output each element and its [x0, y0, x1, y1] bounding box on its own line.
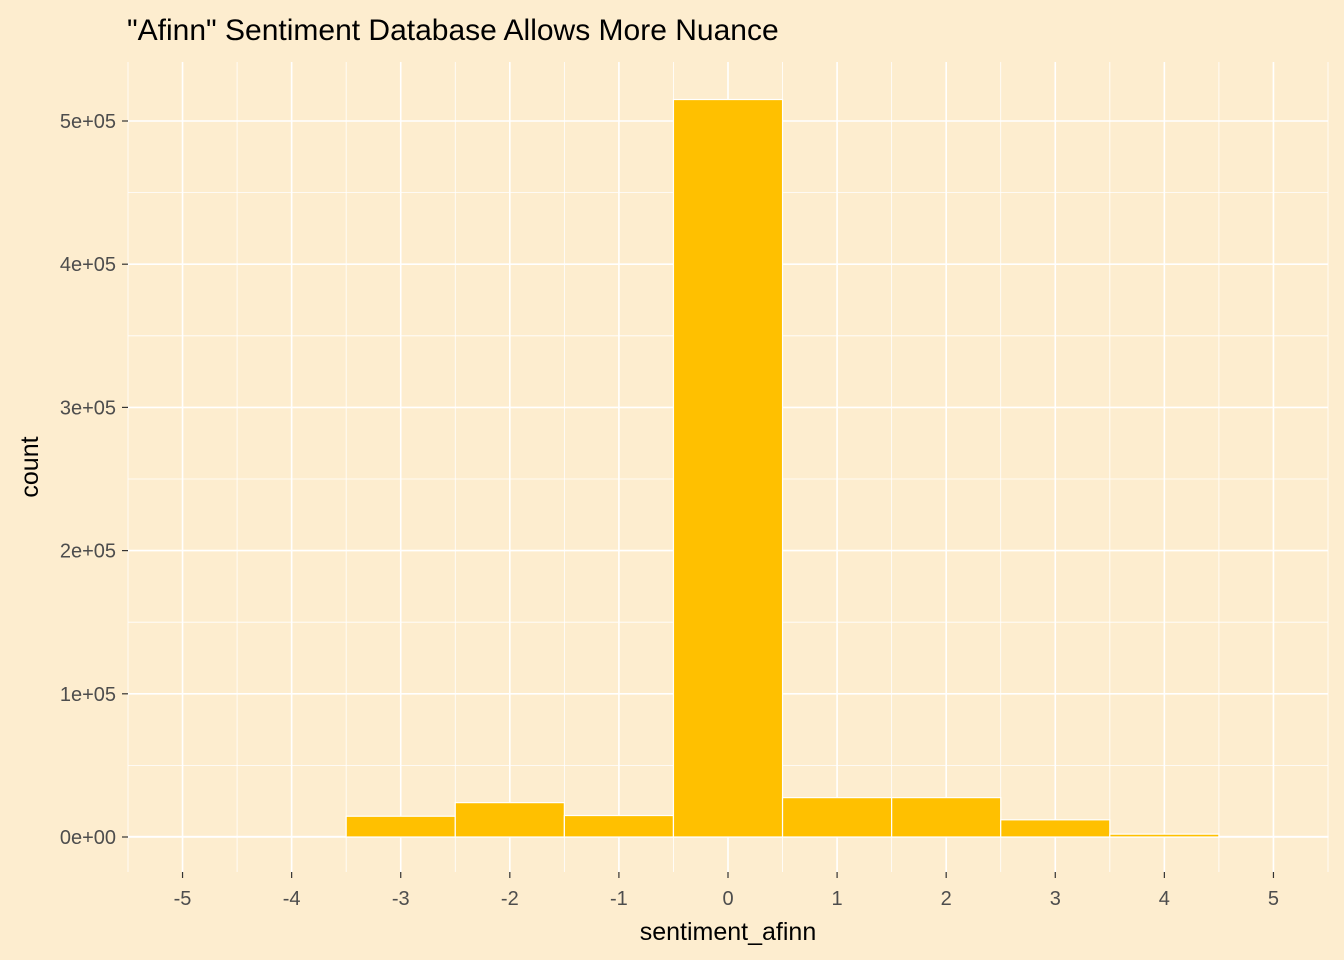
x-tick-label: 0 — [722, 888, 733, 910]
x-tick-label: -3 — [392, 888, 410, 910]
y-tick-label: 1e+05 — [60, 684, 116, 706]
histogram-bar — [1218, 835, 1329, 838]
histogram-bar — [781, 797, 893, 838]
histogram-bar — [1000, 819, 1111, 838]
y-axis-title: count — [16, 436, 44, 497]
x-tick-label: -4 — [283, 888, 301, 910]
histogram-bars — [127, 98, 1329, 838]
histogram-bar — [1109, 833, 1220, 838]
histogram-bar — [454, 802, 565, 838]
x-tick-label: -2 — [501, 888, 519, 910]
chart-title: "Afinn" Sentiment Database Allows More N… — [127, 14, 779, 47]
x-axis-title: sentiment_afinn — [640, 918, 817, 946]
x-tick-label: 5 — [1268, 888, 1279, 910]
x-tick-label: -1 — [610, 888, 628, 910]
histogram-bar — [345, 815, 456, 838]
histogram-bar — [236, 835, 347, 838]
y-tick-label: 5e+05 — [60, 111, 116, 133]
y-tick-label: 2e+05 — [60, 541, 116, 563]
y-tick-label: 0e+00 — [60, 827, 116, 849]
x-tick-label: -5 — [174, 888, 192, 910]
y-tick-label: 3e+05 — [60, 397, 116, 419]
y-tick-label: 4e+05 — [60, 254, 116, 276]
x-tick-label: 2 — [941, 888, 952, 910]
histogram-bar — [563, 814, 675, 838]
x-tick-label: 4 — [1159, 888, 1170, 910]
x-tick-label: 3 — [1050, 888, 1061, 910]
x-axis-ticks: -5 -4 -3 -2 -1 0 1 2 3 4 5 — [174, 872, 1279, 910]
x-tick-label: 1 — [832, 888, 843, 910]
grid-lines — [127, 62, 1329, 872]
histogram-bar — [891, 797, 1002, 838]
histogram-bar — [127, 835, 238, 838]
histogram-bar — [672, 98, 784, 838]
y-axis-ticks: 0e+00 1e+05 2e+05 3e+05 4e+05 5e+05 — [60, 111, 128, 849]
